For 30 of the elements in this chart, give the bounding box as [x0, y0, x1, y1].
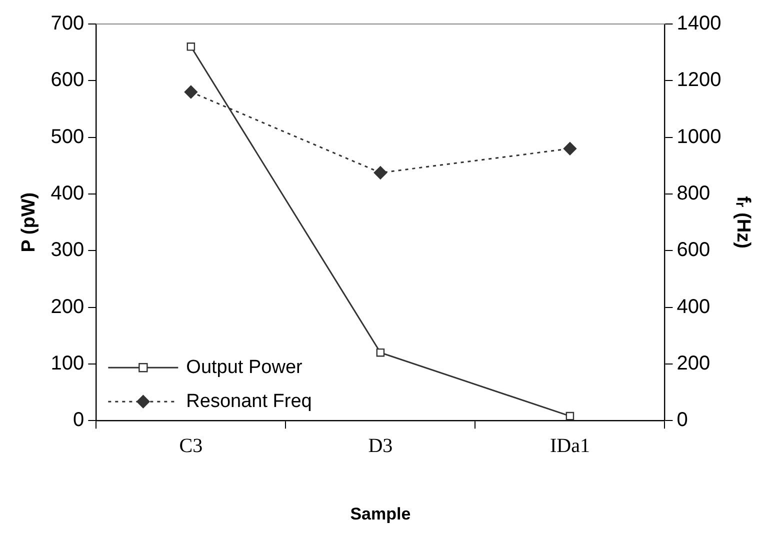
y-tick-label: 300	[50, 239, 84, 262]
point	[563, 142, 577, 156]
y2-tick-label: 1200	[676, 69, 722, 92]
y2-tick-label: 1000	[676, 126, 722, 148]
y-tick-label: 200	[50, 296, 84, 318]
y2-tick-label: 1400	[676, 12, 722, 35]
legend-label: Output Power	[186, 356, 304, 378]
y-tick-label: 500	[50, 126, 84, 148]
point	[184, 85, 198, 99]
x-axis-title: Sample	[350, 504, 411, 524]
y-tick-label: 0	[73, 409, 84, 432]
y-tick-label: 100	[50, 352, 84, 374]
y2-tick-label: 400	[676, 296, 710, 318]
y-axis-title: P (pW)	[18, 192, 40, 252]
x-tick-label: C3	[179, 434, 203, 457]
x-tick-label: IDa1	[550, 434, 590, 457]
point	[566, 412, 574, 420]
x-tick-label: D3	[368, 434, 393, 457]
point	[186, 42, 196, 51]
y2-axis-title: fᵣ (Hz)	[732, 196, 754, 248]
legend-label: Resonant Freq	[186, 390, 312, 412]
y2-tick-label: 0	[676, 409, 688, 432]
y-tick-label: 400	[50, 182, 84, 204]
y2-tick-label: 800	[676, 182, 710, 204]
point	[376, 348, 385, 357]
y-tick-label: 700	[50, 12, 84, 35]
y-tick-label: 600	[50, 69, 84, 92]
y2-tick-label: 600	[676, 239, 710, 262]
point	[374, 166, 388, 180]
y2-tick-label: 200	[676, 352, 710, 374]
